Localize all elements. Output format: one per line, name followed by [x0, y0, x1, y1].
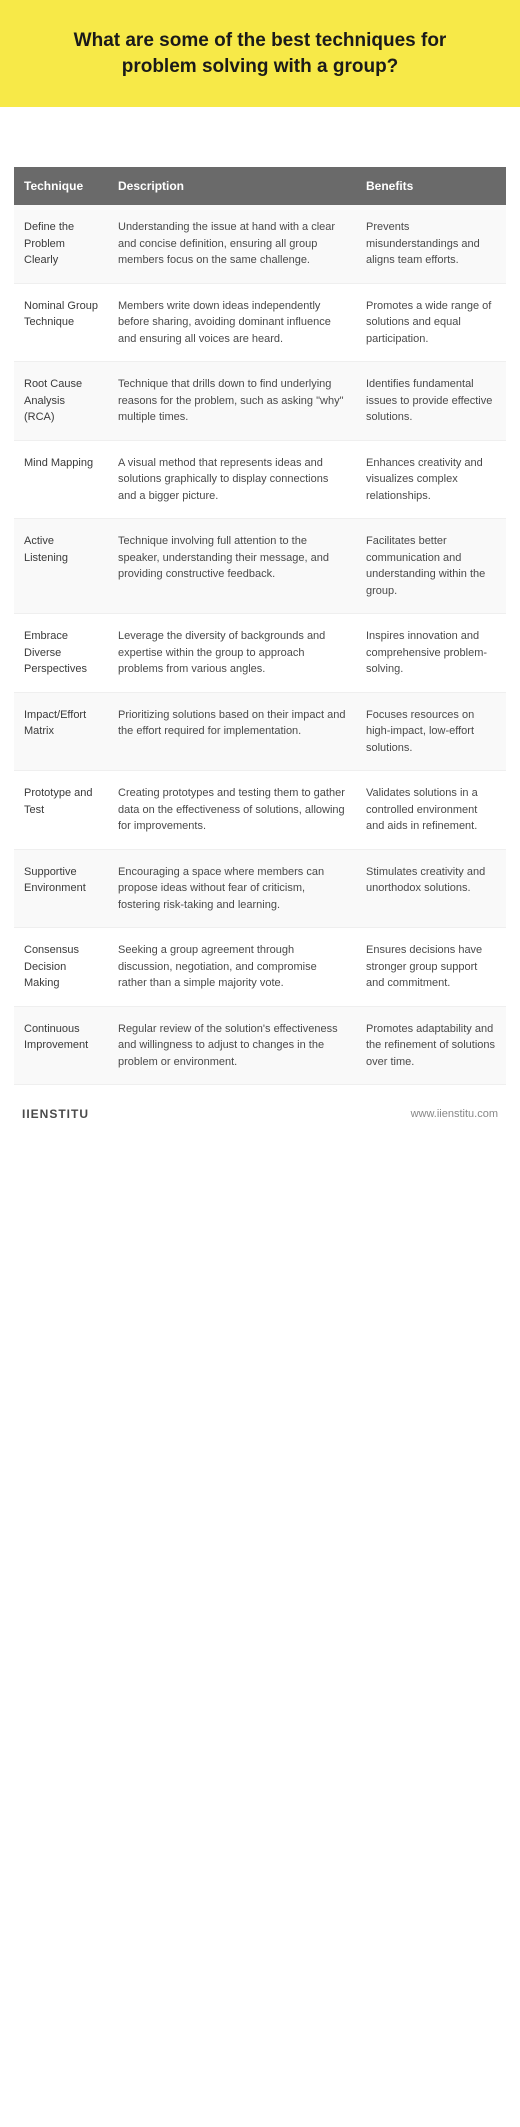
table-row: Impact/Effort Matrix Prioritizing soluti… [14, 692, 506, 771]
cell-benefits: Enhances creativity and visualizes compl… [356, 440, 506, 519]
cell-technique: Embrace Diverse Perspectives [14, 614, 108, 693]
table-row: Supportive Environment Encouraging a spa… [14, 849, 506, 928]
cell-technique: Supportive Environment [14, 849, 108, 928]
cell-technique: Nominal Group Technique [14, 283, 108, 362]
cell-description: Seeking a group agreement through discus… [108, 928, 356, 1007]
cell-description: Creating prototypes and testing them to … [108, 771, 356, 850]
table-row: Continuous Improvement Regular review of… [14, 1006, 506, 1085]
col-benefits: Benefits [356, 167, 506, 205]
table-row: Define the Problem Clearly Understanding… [14, 205, 506, 283]
cell-benefits: Inspires innovation and comprehensive pr… [356, 614, 506, 693]
page-title: What are some of the best techniques for… [50, 28, 470, 79]
cell-benefits: Facilitates better communication and und… [356, 519, 506, 614]
cell-description: Regular review of the solution's effecti… [108, 1006, 356, 1085]
cell-benefits: Validates solutions in a controlled envi… [356, 771, 506, 850]
cell-technique: Active Listening [14, 519, 108, 614]
cell-benefits: Ensures decisions have stronger group su… [356, 928, 506, 1007]
table-header-row: Technique Description Benefits [14, 167, 506, 205]
table-row: Active Listening Technique involving ful… [14, 519, 506, 614]
table-body: Define the Problem Clearly Understanding… [14, 205, 506, 1085]
cell-description: A visual method that represents ideas an… [108, 440, 356, 519]
cell-description: Leverage the diversity of backgrounds an… [108, 614, 356, 693]
cell-benefits: Prevents misunderstandings and aligns te… [356, 205, 506, 283]
cell-benefits: Promotes adaptability and the refinement… [356, 1006, 506, 1085]
table-row: Mind Mapping A visual method that repres… [14, 440, 506, 519]
cell-benefits: Identifies fundamental issues to provide… [356, 362, 506, 441]
cell-description: Encouraging a space where members can pr… [108, 849, 356, 928]
cell-benefits: Stimulates creativity and unorthodox sol… [356, 849, 506, 928]
cell-technique: Root Cause Analysis (RCA) [14, 362, 108, 441]
techniques-table: Technique Description Benefits Define th… [14, 167, 506, 1085]
table-row: Consensus Decision Making Seeking a grou… [14, 928, 506, 1007]
table-row: Root Cause Analysis (RCA) Technique that… [14, 362, 506, 441]
cell-technique: Define the Problem Clearly [14, 205, 108, 283]
footer-brand: IIENSTITU [22, 1107, 89, 1121]
table-wrapper: Technique Description Benefits Define th… [0, 107, 520, 1103]
cell-description: Technique involving full attention to th… [108, 519, 356, 614]
cell-technique: Mind Mapping [14, 440, 108, 519]
table-row: Prototype and Test Creating prototypes a… [14, 771, 506, 850]
cell-description: Technique that drills down to find under… [108, 362, 356, 441]
page-container: What are some of the best techniques for… [0, 0, 520, 1133]
table-row: Nominal Group Technique Members write do… [14, 283, 506, 362]
cell-benefits: Promotes a wide range of solutions and e… [356, 283, 506, 362]
col-description: Description [108, 167, 356, 205]
col-technique: Technique [14, 167, 108, 205]
page-footer: IIENSTITU www.iienstitu.com [0, 1103, 520, 1133]
table-head: Technique Description Benefits [14, 167, 506, 205]
cell-description: Prioritizing solutions based on their im… [108, 692, 356, 771]
cell-technique: Continuous Improvement [14, 1006, 108, 1085]
cell-description: Members write down ideas independently b… [108, 283, 356, 362]
cell-description: Understanding the issue at hand with a c… [108, 205, 356, 283]
footer-url: www.iienstitu.com [411, 1108, 498, 1120]
table-row: Embrace Diverse Perspectives Leverage th… [14, 614, 506, 693]
cell-technique: Consensus Decision Making [14, 928, 108, 1007]
cell-technique: Impact/Effort Matrix [14, 692, 108, 771]
page-header: What are some of the best techniques for… [0, 0, 520, 107]
cell-benefits: Focuses resources on high-impact, low-ef… [356, 692, 506, 771]
cell-technique: Prototype and Test [14, 771, 108, 850]
